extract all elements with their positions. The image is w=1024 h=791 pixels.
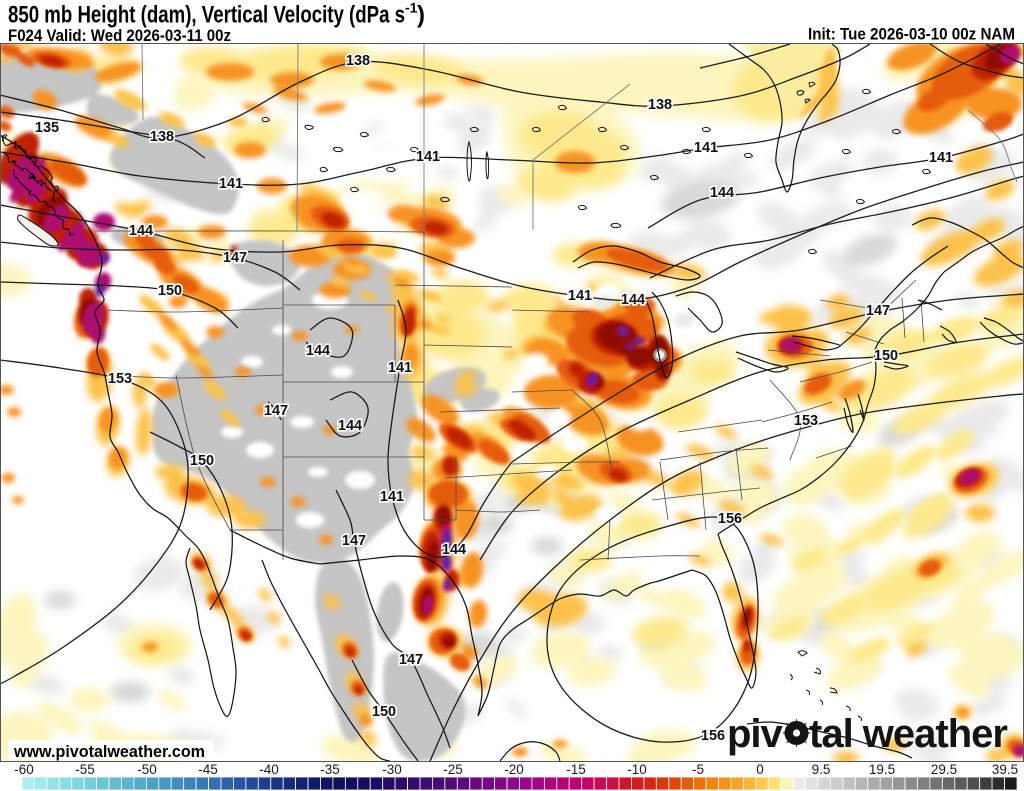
svg-text:piv: piv — [727, 712, 784, 756]
svg-text:-55: -55 — [75, 762, 95, 777]
svg-text:150: 150 — [190, 453, 214, 469]
svg-text:141: 141 — [219, 176, 243, 192]
svg-text:-1: -1 — [405, 0, 418, 16]
svg-text:153: 153 — [794, 413, 818, 429]
svg-text:-45: -45 — [198, 762, 218, 777]
svg-text:29.5: 29.5 — [931, 762, 957, 777]
svg-text:0: 0 — [756, 762, 764, 777]
svg-text:www.pivotalweather.com: www.pivotalweather.com — [13, 742, 205, 761]
svg-text:138: 138 — [648, 97, 672, 113]
svg-text:9.5: 9.5 — [812, 762, 831, 777]
svg-text:147: 147 — [342, 533, 366, 549]
svg-text:147: 147 — [399, 652, 423, 668]
svg-text:144: 144 — [306, 343, 330, 359]
svg-text:39.5: 39.5 — [992, 762, 1018, 777]
svg-text:147: 147 — [223, 250, 247, 266]
svg-text:153: 153 — [108, 371, 132, 387]
svg-text:-35: -35 — [320, 762, 340, 777]
svg-text:144: 144 — [442, 542, 466, 558]
svg-text:-60: -60 — [14, 762, 34, 777]
svg-text:141: 141 — [929, 150, 953, 166]
svg-text:138: 138 — [346, 53, 370, 69]
svg-text:150: 150 — [372, 704, 396, 720]
svg-text:-20: -20 — [504, 762, 524, 777]
svg-text:147: 147 — [866, 303, 890, 319]
svg-text:150: 150 — [158, 283, 182, 299]
svg-text:138: 138 — [150, 129, 174, 145]
svg-text:): ) — [417, 2, 425, 29]
svg-text:144: 144 — [338, 418, 362, 434]
svg-text:-10: -10 — [627, 762, 647, 777]
svg-text:F024 Valid: Wed 2026-03-11 00z: F024 Valid: Wed 2026-03-11 00z — [8, 27, 231, 45]
svg-text:141: 141 — [568, 288, 592, 304]
svg-text:-25: -25 — [443, 762, 463, 777]
svg-text:141: 141 — [694, 140, 718, 156]
svg-text:850 mb Height (dam), Vertical: 850 mb Height (dam), Vertical Velocity (… — [8, 2, 405, 29]
svg-text:-30: -30 — [382, 762, 402, 777]
svg-text:147: 147 — [264, 403, 288, 419]
svg-text:Init: Tue 2026-03-10 00z NAM: Init: Tue 2026-03-10 00z NAM — [808, 25, 1015, 44]
svg-text:-40: -40 — [259, 762, 279, 777]
svg-text:144: 144 — [710, 185, 734, 201]
svg-text:tal weather: tal weather — [809, 712, 1007, 756]
svg-text:156: 156 — [701, 728, 725, 744]
svg-text:135: 135 — [35, 120, 59, 136]
svg-text:-15: -15 — [566, 762, 586, 777]
svg-text:156: 156 — [718, 511, 742, 527]
svg-text:141: 141 — [416, 149, 440, 165]
svg-text:19.5: 19.5 — [869, 762, 895, 777]
svg-text:144: 144 — [621, 292, 645, 308]
svg-text:-50: -50 — [137, 762, 157, 777]
svg-text:144: 144 — [129, 223, 153, 239]
svg-text:-5: -5 — [692, 762, 704, 777]
svg-text:141: 141 — [388, 360, 412, 376]
svg-text:150: 150 — [874, 348, 898, 364]
svg-text:141: 141 — [380, 489, 404, 505]
